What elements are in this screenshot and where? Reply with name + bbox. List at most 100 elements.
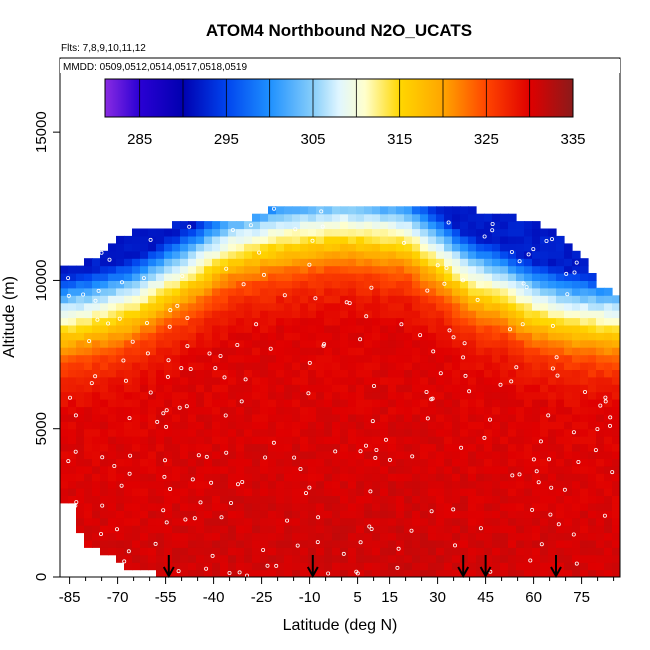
field-cell (308, 243, 317, 252)
field-cell (212, 354, 221, 363)
field-cell (436, 243, 445, 252)
field-cell (428, 265, 437, 274)
field-cell (500, 495, 509, 504)
field-cell (508, 250, 517, 259)
field-cell (300, 451, 309, 459)
field-cell (76, 339, 85, 348)
field-cell (324, 480, 333, 489)
field-cell (292, 258, 301, 267)
field-cell (428, 295, 437, 304)
sample-point (68, 395, 73, 400)
field-cell (532, 228, 541, 237)
field-cell (612, 362, 620, 370)
field-cell (364, 547, 373, 556)
field-cell (396, 413, 405, 422)
field-cell (588, 391, 597, 400)
field-cell (564, 525, 573, 534)
field-cell (508, 480, 517, 489)
field-cell (572, 347, 581, 356)
field-cell (180, 406, 189, 415)
field-cell (412, 510, 421, 519)
field-cell (468, 221, 477, 230)
field-cell (108, 525, 117, 534)
field-cell (460, 243, 469, 252)
field-cell (84, 339, 93, 348)
field-cell (540, 517, 549, 526)
field-cell (428, 362, 437, 370)
field-cell (260, 317, 269, 326)
field-cell (332, 280, 341, 289)
field-cell (172, 510, 181, 519)
field-cell (500, 406, 509, 415)
field-cell (420, 273, 429, 281)
sample-point (326, 571, 331, 576)
field-cell (292, 213, 301, 222)
field-cell (132, 324, 141, 333)
field-cell (84, 510, 93, 519)
field-cell (252, 480, 261, 489)
field-cell (356, 458, 365, 467)
field-cell (500, 547, 509, 556)
field-cell (580, 391, 589, 400)
field-cell (140, 235, 149, 244)
field-cell (332, 273, 341, 281)
field-cell (236, 554, 245, 563)
field-cell (444, 480, 453, 489)
field-cell (212, 295, 221, 304)
field-cell (356, 562, 365, 571)
field-cell (596, 399, 605, 408)
field-cell (404, 332, 413, 341)
field-cell (404, 502, 413, 511)
field-cell (132, 480, 141, 489)
field-cell (140, 295, 149, 304)
field-cell (180, 376, 189, 385)
field-cell (164, 339, 173, 348)
field-cell (132, 488, 141, 496)
field-cell (60, 347, 69, 356)
field-cell (172, 443, 181, 452)
field-cell (172, 399, 181, 408)
field-cell (276, 517, 285, 526)
field-cell (500, 436, 509, 445)
sample-point (257, 250, 262, 255)
field-cell (172, 406, 181, 415)
field-cell (572, 517, 581, 526)
field-cell (396, 339, 405, 348)
field-cell (604, 502, 613, 511)
field-cell (60, 324, 69, 333)
field-cell (564, 554, 573, 563)
field-cell (484, 554, 493, 563)
field-cell (412, 502, 421, 511)
field-cell (252, 243, 261, 252)
field-cell (364, 384, 373, 393)
field-cell (188, 354, 197, 363)
field-cell (580, 436, 589, 445)
sample-point (510, 473, 515, 478)
field-cell (236, 347, 245, 356)
field-cell (548, 258, 557, 267)
field-cell (284, 391, 293, 400)
field-cell (84, 443, 93, 452)
field-cell (132, 436, 141, 445)
field-cell (540, 495, 549, 504)
field-cell (100, 458, 109, 467)
field-cell (588, 302, 597, 311)
field-cell (388, 547, 397, 556)
field-cell (524, 384, 533, 393)
field-cell (124, 310, 133, 319)
field-cell (556, 547, 565, 556)
field-cell (436, 221, 445, 230)
field-cell (316, 265, 325, 274)
field-cell (268, 391, 277, 400)
field-cell (196, 569, 205, 577)
field-cell (268, 502, 277, 511)
field-cell (196, 250, 205, 259)
field-cell (92, 443, 101, 452)
field-cell (468, 391, 477, 400)
field-cell (212, 569, 221, 577)
field-cell (372, 562, 381, 571)
field-cell (276, 273, 285, 281)
field-cell (292, 428, 301, 437)
field-cell (348, 324, 357, 333)
field-cell (540, 384, 549, 393)
